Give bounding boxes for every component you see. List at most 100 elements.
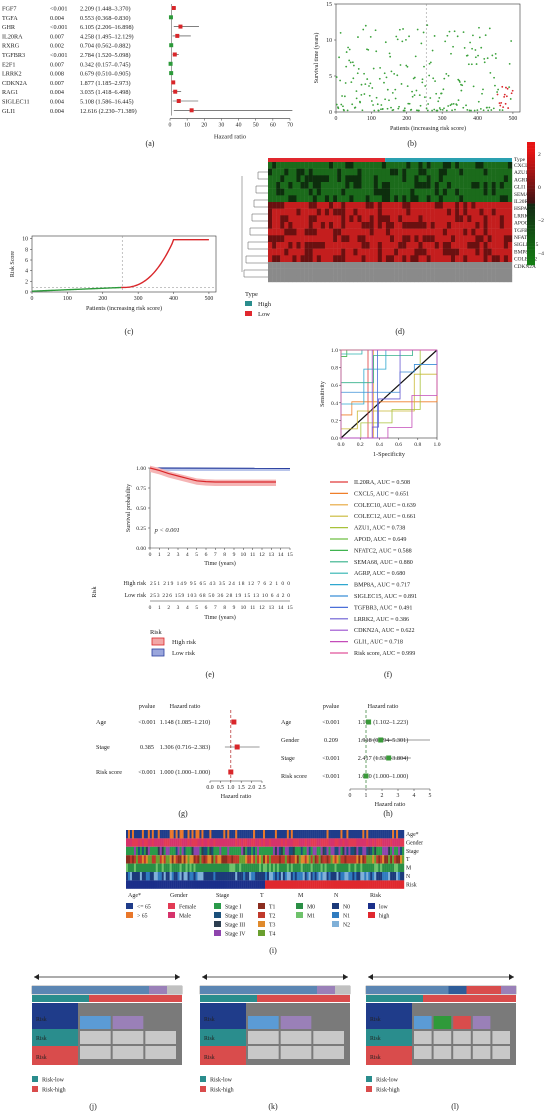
gene-row-label: SEMA68 — [514, 192, 535, 198]
data-point — [504, 102, 507, 105]
heatmap-cell — [386, 830, 389, 839]
heatmap-cell — [195, 855, 198, 864]
data-point — [370, 100, 373, 102]
heatmap-cell — [475, 235, 480, 243]
heatmap-cell — [280, 275, 285, 283]
y-axis-label: Survival time (years) — [313, 33, 320, 84]
heatmap-cell — [276, 235, 281, 243]
data-point — [426, 109, 429, 112]
heatmap-cell — [320, 248, 326, 256]
data-point — [470, 63, 473, 66]
heatmap-cell — [207, 830, 210, 839]
heatmap-cell — [368, 880, 371, 889]
heatmap-cell — [410, 262, 415, 269]
heatmap-cell — [278, 872, 282, 881]
heatmap-cell — [308, 255, 313, 263]
heatmap-cell — [390, 195, 395, 203]
hazard-ratio-text: 3.035 (1.418–6.498) — [80, 89, 131, 96]
heatmap-cell — [356, 830, 359, 839]
data-point — [351, 61, 354, 64]
heatmap-cell — [231, 872, 234, 881]
heatmap-cell — [353, 175, 358, 183]
heatmap-cell — [353, 195, 358, 203]
heatmap-cell — [434, 235, 439, 243]
heatmap-cell — [231, 855, 234, 864]
heatmap-cell — [503, 228, 509, 236]
mosaic-cell — [280, 1046, 312, 1059]
data-point — [451, 109, 453, 112]
heatmap-cell — [442, 202, 448, 209]
legend-title: N — [334, 893, 339, 899]
heatmap-cell — [365, 175, 370, 183]
heatmap-cell — [209, 872, 212, 881]
heatmap-cell — [231, 838, 234, 847]
legend-low-swatch — [245, 311, 252, 316]
heatmap-cell — [410, 168, 415, 176]
heatmap-cell — [225, 863, 228, 872]
mosaic-cell — [145, 1046, 176, 1059]
heatmap-cell — [463, 162, 468, 169]
heatmap-cell — [227, 863, 230, 872]
heatmap-cell — [471, 275, 476, 283]
heatmap-cell — [292, 255, 297, 263]
colorscale-segment — [527, 191, 535, 195]
heatmap-cell — [304, 188, 309, 196]
colorscale-segment — [527, 249, 535, 253]
heatmap-cell — [385, 268, 391, 276]
heatmap-cell — [320, 880, 323, 889]
heatmap-cell — [135, 872, 139, 881]
heatmap-cell — [181, 830, 184, 839]
heatmap-cell — [337, 242, 342, 249]
x-tick-label: 5 — [195, 552, 198, 558]
heatmap-cell — [463, 242, 468, 249]
legend-label: Male — [179, 914, 191, 920]
data-point — [508, 62, 511, 65]
heatmap-cell — [386, 880, 389, 889]
heatmap-cell — [455, 168, 460, 176]
colorscale-segment — [527, 194, 535, 198]
heatmap-cell — [288, 846, 292, 856]
heatmap-cell — [398, 248, 403, 256]
heatmap-cell — [406, 188, 411, 196]
heatmap-cell — [365, 162, 370, 169]
heatmap-cell — [241, 863, 244, 872]
data-point — [352, 77, 355, 80]
heatmap-cell — [430, 188, 435, 196]
data-point — [476, 109, 479, 112]
heatmap-cell — [296, 242, 301, 249]
heatmap-cell — [237, 838, 240, 847]
heatmap-cell — [161, 880, 164, 889]
gene-row-label: CDKN2A — [514, 264, 536, 270]
heatmap-cell — [312, 228, 317, 236]
heatmap-cell — [225, 855, 228, 864]
heatmap-cell — [402, 242, 407, 249]
heatmap-cell — [320, 195, 326, 203]
heatmap-cell — [341, 188, 346, 196]
heatmap-cell — [402, 846, 405, 856]
heatmap-cell — [388, 863, 391, 872]
heatmap-cell — [390, 855, 393, 864]
data-point — [423, 96, 426, 99]
heatmap-cell — [239, 846, 242, 856]
heatmap-cell — [207, 838, 210, 847]
heatmap-cell — [272, 195, 277, 203]
heatmap-cell — [353, 215, 358, 223]
colorscale-label: 2 — [538, 152, 541, 158]
heatmap-cell — [329, 268, 334, 276]
heatmap-cell — [459, 275, 464, 283]
heatmap-cell — [467, 262, 472, 269]
heatmap-cell — [318, 830, 321, 839]
heatmap-cell — [280, 846, 284, 856]
heatmap-cell — [312, 275, 317, 283]
heatmap-cell — [414, 182, 419, 189]
mosaic-risk-teal — [200, 1029, 246, 1046]
mosaic-cell — [433, 1016, 452, 1029]
heatmap-cell — [145, 855, 149, 864]
heatmap-cell — [338, 830, 341, 839]
heatmap-cell — [463, 182, 468, 189]
heatmap-cell — [203, 846, 206, 856]
heatmap-cell — [284, 202, 289, 209]
heatmap-cell — [213, 830, 216, 839]
data-point — [510, 92, 513, 95]
